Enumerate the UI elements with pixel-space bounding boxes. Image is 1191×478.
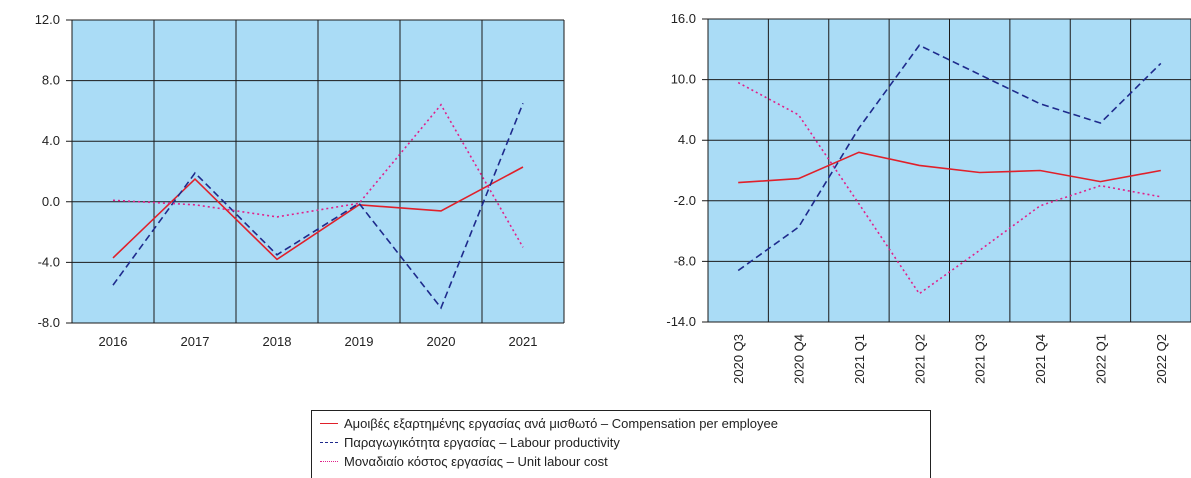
y-tick-label: 8.0	[42, 73, 60, 88]
y-tick-label: 0.0	[42, 194, 60, 209]
series-line-productivity	[112, 103, 524, 310]
legend-swatch-productivity	[320, 442, 338, 443]
y-tick-label: 12.0	[35, 12, 60, 27]
legend-label-unit-labour-cost: Μοναδιαίο κόστος εργασίας – Unit labour …	[344, 454, 608, 469]
series-line-productivity	[737, 44, 1162, 272]
x-tick-label: 2021 Q1	[852, 334, 867, 384]
x-tick-label: 2022 Q1	[1093, 334, 1108, 384]
x-tick-label: 2021 Q3	[973, 334, 988, 384]
x-tick-label: 2021	[509, 334, 538, 349]
series-line-compensation	[738, 151, 1161, 184]
y-tick-label: 16.0	[671, 11, 696, 26]
chart-legend: Αμοιβές εξαρτημένης εργασίας ανά μισθωτό…	[311, 410, 931, 478]
x-tick-label: 2019	[345, 334, 374, 349]
x-tick-label: 2017	[181, 334, 210, 349]
x-tick-label: 2021 Q4	[1033, 334, 1048, 384]
legend-swatch-compensation	[320, 423, 338, 424]
x-tick-label: 2021 Q2	[912, 334, 927, 384]
x-tick-label: 2022 Q2	[1154, 334, 1169, 384]
legend-item-unit-labour-cost: Μοναδιαίο κόστος εργασίας – Unit labour …	[320, 452, 930, 471]
chart-1: -8.0 -4.0 0.0 4.0 8.0 12.0 2016 2017 2018 2019 202…	[35, 12, 565, 349]
legend-swatch-unit-labour-cost	[320, 461, 338, 462]
y-tick-label: -4.0	[38, 254, 60, 269]
x-tick-label: 2018	[263, 334, 292, 349]
x-tick-label: 2016	[99, 334, 128, 349]
y-tick-label: 4.0	[42, 133, 60, 148]
legend-label-compensation: Αμοιβές εξαρτημένης εργασίας ανά μισθωτό…	[344, 416, 778, 431]
legend-label-productivity: Παραγωγικότητα εργασίας – Labour product…	[344, 435, 620, 450]
y-tick-label: -14.0	[666, 314, 696, 329]
chart-2: -14.0 -8.0 -2.0 4.0 10.0 16.0 2020 Q3 2020 Q4 20…	[666, 11, 1191, 384]
y-tick-label: -8.0	[38, 315, 60, 330]
x-tick-label: 2020 Q4	[792, 334, 807, 384]
y-tick-label: -2.0	[674, 193, 696, 208]
legend-item-compensation: Αμοιβές εξαρτημένης εργασίας ανά μισθωτό…	[320, 414, 930, 433]
legend-item-productivity: Παραγωγικότητα εργασίας – Labour product…	[320, 433, 930, 452]
x-tick-label: 2020	[427, 334, 456, 349]
series-line-unit-labour-cost	[112, 103, 524, 248]
charts-canvas: -8.0 -4.0 0.0 4.0 8.0 12.0 2016 2017 2018 2019 202…	[35, 11, 1191, 384]
series-line-unit-labour-cost	[737, 81, 1161, 295]
y-tick-label: 4.0	[678, 132, 696, 147]
y-tick-label: -8.0	[674, 253, 696, 268]
y-tick-label: 10.0	[671, 72, 696, 87]
x-tick-label: 2020 Q3	[731, 334, 746, 384]
